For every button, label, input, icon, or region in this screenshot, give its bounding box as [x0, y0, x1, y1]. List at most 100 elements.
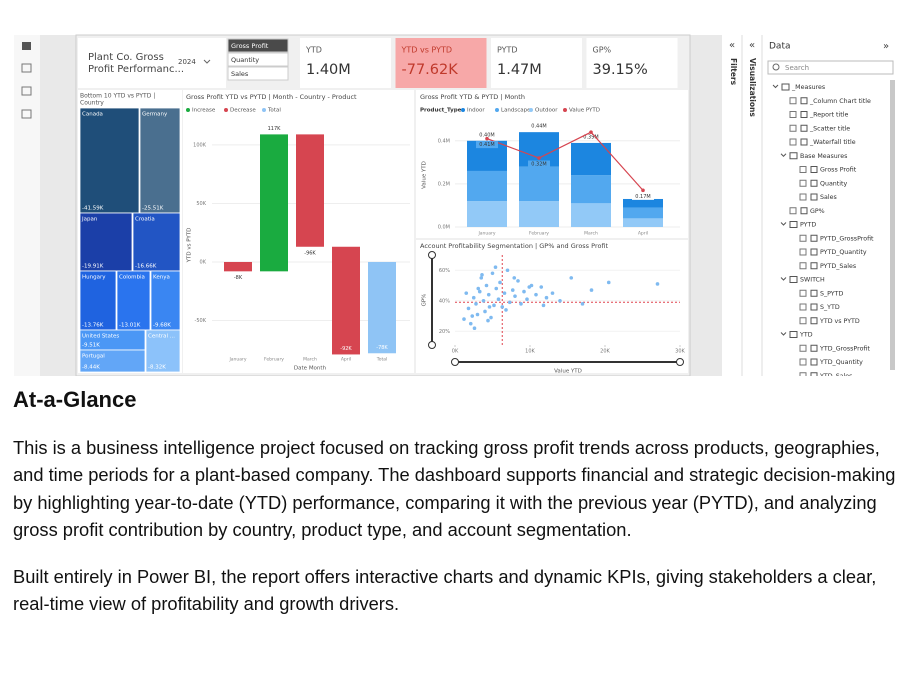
tree-item: _Column Chart title	[809, 98, 871, 105]
scatter-point	[522, 289, 526, 294]
scatter-point	[464, 291, 469, 295]
treemap-tile	[132, 212, 181, 272]
checkbox[interactable]	[789, 138, 797, 146]
y-tick-label: 50K	[196, 201, 206, 207]
checkbox[interactable]	[789, 207, 797, 215]
checkbox[interactable]	[799, 179, 807, 187]
x-tick-label: April	[638, 231, 648, 237]
checkbox[interactable]	[799, 358, 807, 366]
checkbox[interactable]	[799, 193, 807, 201]
checkbox[interactable]	[799, 248, 807, 256]
collapse-icon[interactable]: «	[749, 40, 755, 51]
table-icon[interactable]	[21, 63, 32, 73]
line-point	[485, 136, 489, 141]
chevron[interactable]	[772, 84, 779, 89]
scatter-point	[544, 295, 549, 300]
search-icon	[772, 63, 780, 71]
scatter-point	[500, 305, 505, 309]
tile-label: Portugal	[82, 354, 105, 360]
measure-icon	[810, 344, 818, 352]
tile-value: -25.51K	[142, 206, 164, 212]
checkbox[interactable]	[789, 97, 797, 105]
stacked-bar	[519, 166, 559, 202]
tree-folder: _Measures	[791, 84, 825, 91]
scatter-point	[525, 297, 529, 302]
checkbox[interactable]	[799, 303, 807, 311]
tile-value: -16.66K	[135, 264, 157, 270]
pane-title: Data	[769, 42, 791, 52]
checkbox[interactable]	[789, 124, 797, 132]
legend-label: Value PYTD	[569, 108, 600, 114]
model-icon[interactable]	[21, 86, 32, 96]
collapse-icon[interactable]: «	[729, 40, 735, 51]
checkbox[interactable]	[799, 166, 807, 173]
x-tick-label: February	[264, 357, 284, 363]
measure-icon	[810, 179, 818, 187]
field-button[interactable]	[227, 52, 289, 67]
report-icon[interactable]	[22, 42, 31, 50]
stacked-bar	[571, 203, 611, 227]
field-button[interactable]	[227, 38, 289, 53]
tile-label: Hungary	[82, 275, 106, 281]
scatter-point	[476, 286, 481, 291]
scatter-point	[569, 276, 574, 280]
label-bg	[528, 160, 550, 168]
tree-folder: SWITCH	[800, 277, 825, 284]
chevron[interactable]	[780, 222, 787, 226]
legend-label: Outdoor	[535, 108, 558, 114]
paragraph: Built entirely in Power BI, the report o…	[13, 566, 877, 615]
checkbox[interactable]	[799, 262, 807, 270]
legend-label: Increase	[192, 108, 216, 114]
tree-item: PYTD_Quantity	[820, 249, 867, 256]
total-label: 0.40M	[479, 132, 494, 138]
field-button[interactable]	[227, 66, 289, 81]
chevron[interactable]	[780, 277, 787, 281]
legend-dot	[495, 108, 499, 112]
measure-icon	[810, 358, 818, 366]
checkbox[interactable]	[799, 317, 807, 325]
chevron[interactable]	[780, 332, 787, 336]
tree-item: S_YTD	[820, 304, 840, 311]
checkbox[interactable]	[789, 111, 797, 118]
tile-label: United States	[82, 334, 119, 340]
slider-handle[interactable]	[451, 358, 459, 366]
kpi-value: -77.62K	[402, 62, 459, 78]
scatter-point	[516, 279, 520, 283]
folder-icon	[789, 152, 798, 160]
tree-item: S_PYTD	[820, 290, 843, 297]
dax-icon[interactable]	[21, 109, 32, 119]
scatter-point	[484, 283, 489, 288]
stacked-bar	[623, 198, 663, 208]
treemap-tile	[79, 107, 140, 214]
y-tick-label: 0.0M	[438, 225, 450, 231]
measure-icon	[800, 97, 808, 105]
treemap-tile	[79, 349, 146, 373]
kpi-value: 39.15%	[593, 62, 648, 78]
checkbox[interactable]	[799, 289, 807, 297]
checkbox[interactable]	[799, 372, 807, 376]
chevron[interactable]	[780, 153, 787, 157]
slider-handle[interactable]	[428, 251, 436, 259]
tree-item: PYTD_GrossProfit	[820, 235, 874, 242]
axis-title: Value YTD	[554, 369, 582, 375]
field-button-label: Gross Profit	[231, 42, 269, 50]
expand-icon[interactable]: »	[883, 41, 889, 52]
tree-item: _Waterfall title	[809, 139, 856, 146]
report-title: Plant Co. Gross	[88, 52, 164, 63]
slider-handle[interactable]	[428, 341, 436, 349]
checkbox[interactable]	[799, 344, 807, 352]
tile-label: Japan	[81, 217, 98, 223]
search-box[interactable]	[767, 60, 894, 75]
checkbox[interactable]	[799, 234, 807, 242]
data-label: -96K	[304, 250, 316, 256]
label-bg	[632, 192, 654, 200]
measure-icon	[800, 124, 808, 132]
tree-item: YTD vs PYTD	[819, 318, 860, 325]
slider-handle[interactable]	[676, 358, 684, 366]
scrollbar	[890, 80, 895, 370]
legend-label: Decrease	[230, 108, 256, 114]
axis-title: YTD vs PYTD	[187, 228, 193, 264]
tree-item: PYTD_Sales	[820, 263, 856, 270]
scatter-point	[470, 314, 475, 318]
scatter-point	[550, 291, 555, 295]
